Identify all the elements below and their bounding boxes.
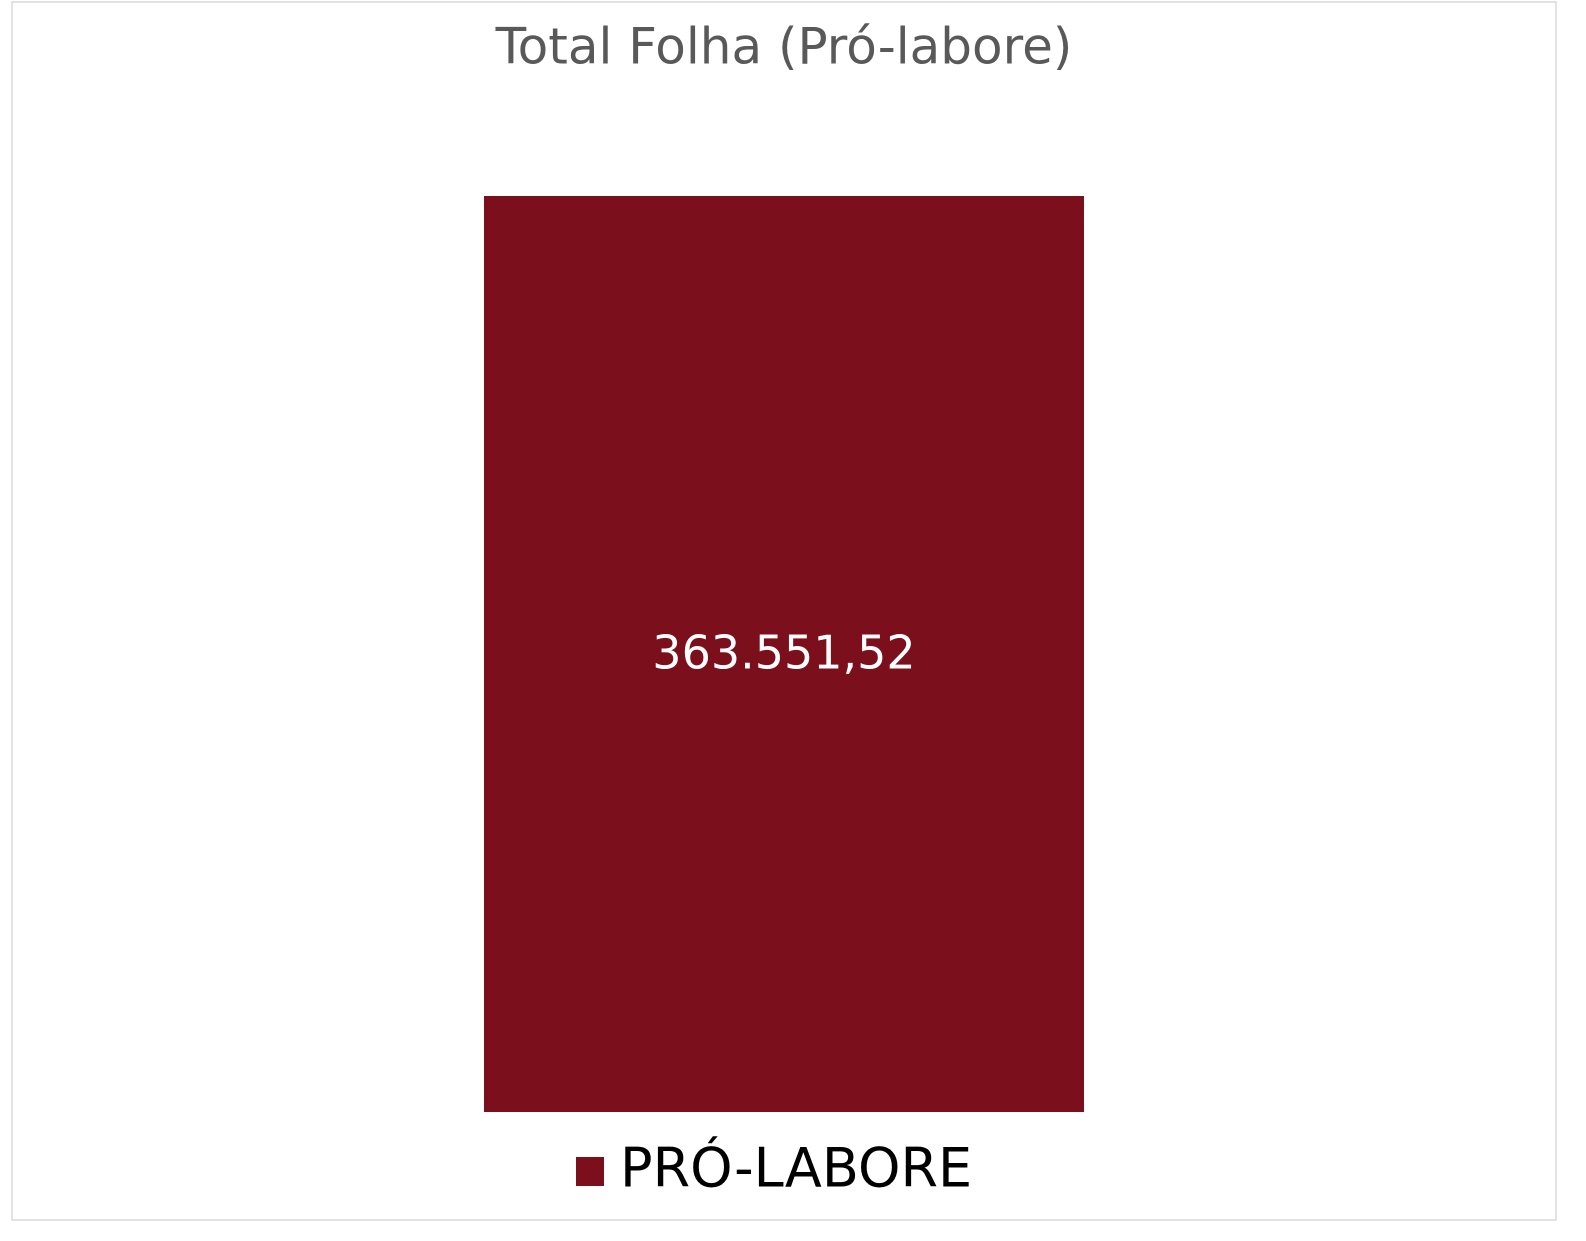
legend-label: PRÓ-LABORE (620, 1137, 972, 1200)
data-label: 363.551,52 (652, 626, 915, 680)
chart-title: Total Folha (Pró-labore) (495, 18, 1073, 76)
bar (484, 196, 1084, 1112)
legend-swatch (576, 1157, 604, 1186)
